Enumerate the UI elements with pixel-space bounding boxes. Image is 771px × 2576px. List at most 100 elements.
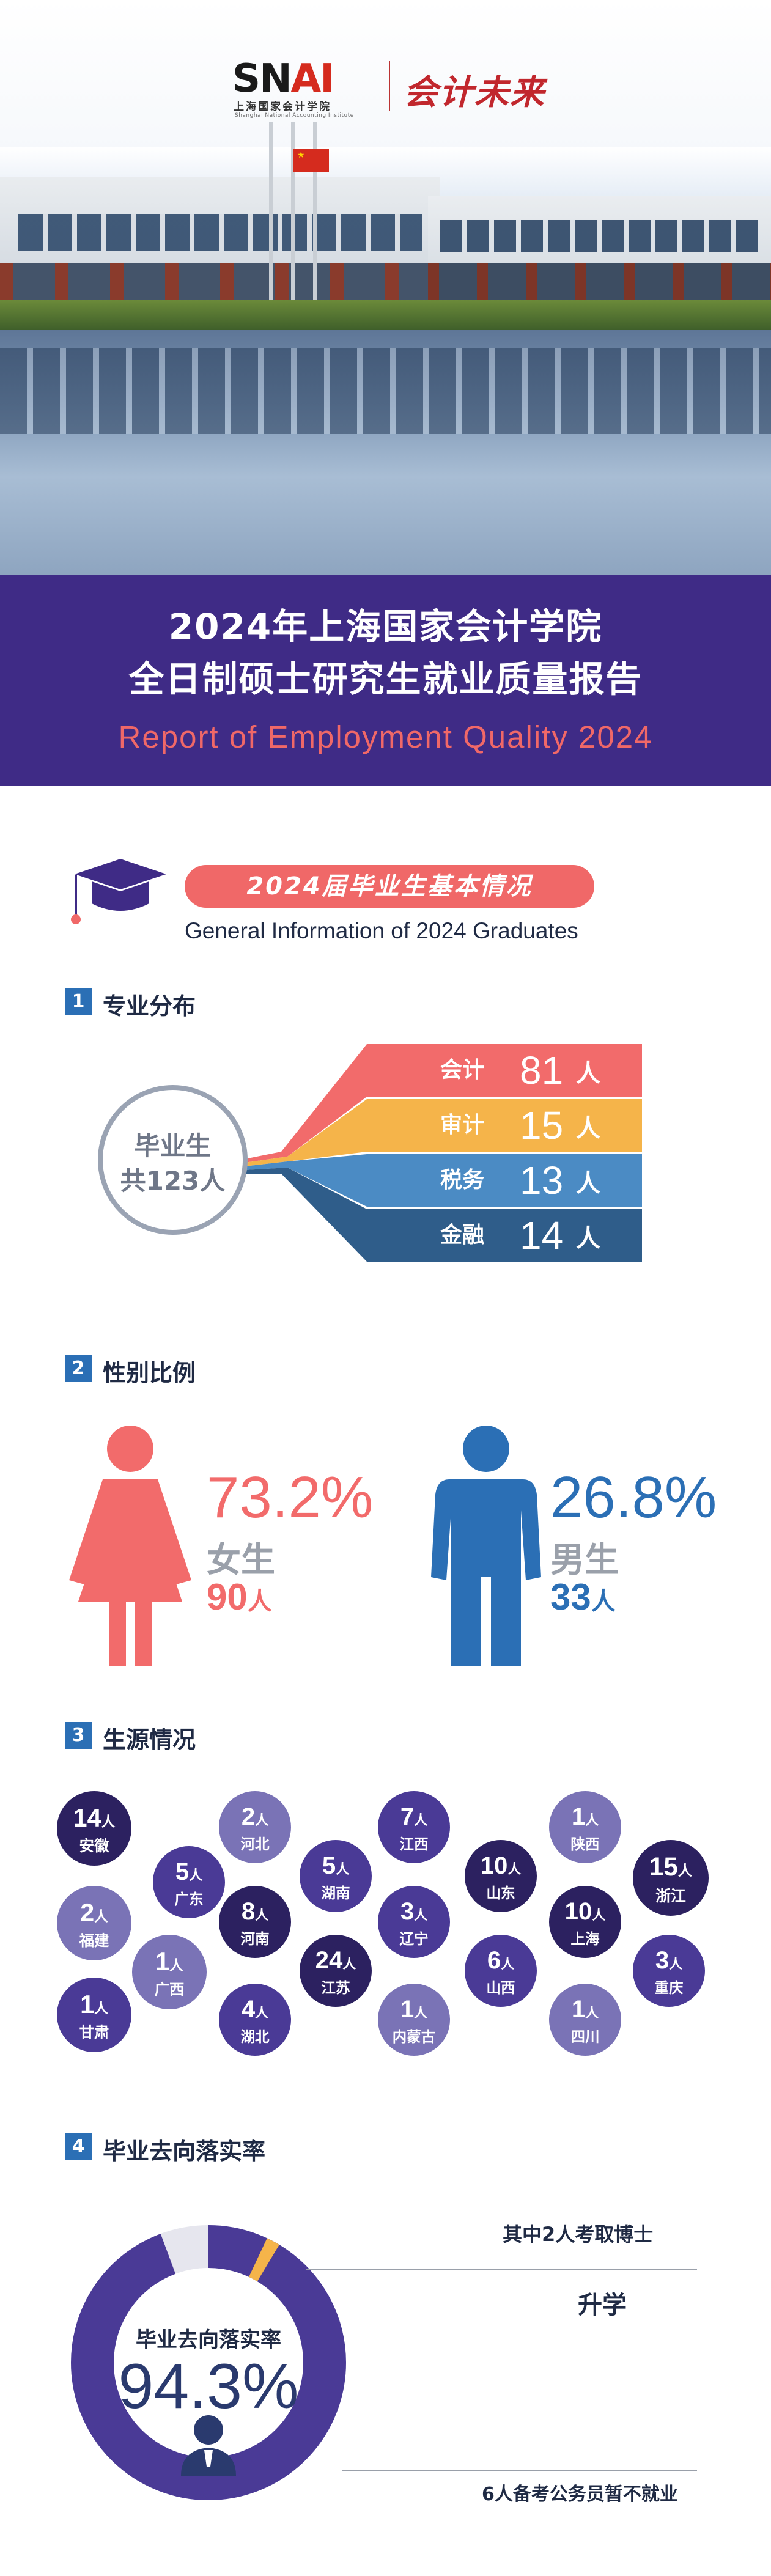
origin-bubble: 5人广东: [153, 1846, 225, 1918]
origin-bubble: 1人 四川: [549, 1984, 621, 2056]
gender-number-badge: 2: [65, 1355, 92, 1382]
report-title-line1: 2024年上海国家会计学院: [168, 606, 603, 647]
origin-count: 1人: [571, 1802, 599, 1830]
origin-province: 湖南: [321, 1885, 350, 1902]
origin-bubble: 4人 湖北: [219, 1984, 291, 2056]
gender-heading-label: 性别比例: [103, 1360, 196, 1386]
origin-bubble: 8人 河南: [219, 1886, 291, 1958]
origin-count: 10人: [564, 1897, 606, 1925]
origin-bubble: 2人福建: [57, 1886, 131, 1960]
origin-province: 安徽: [79, 1836, 109, 1855]
origin-count: 3人: [655, 1946, 683, 1974]
origin-province: 山东: [486, 1885, 515, 1902]
major-row-tax: 税务 13 人: [440, 1158, 600, 1202]
majors-ribbons: [245, 1044, 642, 1262]
female-figure-icon: [69, 1426, 191, 1666]
origin-bubble: 3人 重庆: [633, 1935, 705, 2007]
logo-slogan: 会计未来: [404, 72, 545, 112]
placement-heading-label: 毕业去向落实率: [103, 2138, 266, 2165]
origin-count: 2人: [80, 1897, 108, 1927]
origin-count: 5人: [175, 1857, 203, 1885]
major-row-accounting: 会计 81 人: [440, 1048, 600, 1092]
major-row-finance: 金融 14 人: [440, 1213, 600, 1257]
origin-bubble: 10人山东: [465, 1840, 537, 1912]
origin-province: 江苏: [321, 1979, 350, 1997]
origin-bubble: 7人江西: [378, 1791, 450, 1863]
origin-province: 陕西: [570, 1836, 600, 1853]
origin-bubble: 1人 广西: [132, 1935, 207, 2009]
logo-row: SNAI 上海国家会计学院 Shanghai National Accounti…: [0, 56, 771, 123]
origin-province: 内蒙古: [392, 2028, 436, 2046]
origin-count: 24人: [315, 1946, 356, 1974]
placement-ring: [71, 2225, 346, 2500]
section-title-en: General Information of 2024 Graduates: [185, 918, 578, 943]
annotation-civil-service: 6人备考公务员暂不就业: [482, 2484, 678, 2505]
origin-bubble: 2人河北: [219, 1791, 291, 1863]
section-title-pill: 2024届毕业生基本情况: [185, 865, 594, 908]
placement-center-label: 毕业去向落实率: [136, 2328, 281, 2352]
origin-number-badge: 3: [65, 1722, 92, 1749]
section-header: 2024届毕业生基本情况 General Information of 2024…: [0, 844, 771, 954]
logo-divider: [389, 61, 390, 111]
origin-bubble: 24人江苏: [300, 1935, 372, 2007]
report-title-line2: 全日制硕士研究生就业质量报告: [128, 658, 643, 700]
origin-bubble: 10人上海: [549, 1886, 621, 1958]
placement-number-badge: 4: [65, 2133, 92, 2160]
male-figure-icon: [431, 1426, 541, 1666]
gender-ratio: 73.2% 女生 90人 26.8% 男生 33人: [0, 1406, 771, 1687]
origin-province: 山西: [486, 1979, 515, 1997]
graduation-cap-icon: [71, 859, 166, 924]
origin-count: 6人: [487, 1946, 515, 1974]
majors-heading-label: 专业分布: [103, 993, 196, 1020]
origin-province: 四川: [570, 2028, 600, 2046]
origin-province: 广东: [174, 1891, 204, 1908]
origin-province: 上海: [570, 1930, 600, 1948]
female-count: 90人: [207, 1577, 272, 1617]
female-label: 女生: [207, 1540, 275, 1580]
origin-count: 14人: [73, 1803, 116, 1832]
origin-bubble: 1人陕西: [549, 1791, 621, 1863]
origin-bubble: 1人甘肃: [57, 1978, 131, 2052]
origin-count: 7人: [400, 1802, 428, 1830]
origin-bubble: 3人辽宁: [378, 1886, 450, 1958]
logo-institute-cn: 上海国家会计学院: [234, 101, 331, 113]
graduate-total-circle: 毕业生 共123人: [98, 1085, 248, 1235]
origin-province: 江西: [399, 1836, 429, 1853]
snai-logo: SNAI 上海国家会计学院 Shanghai National Accounti…: [232, 56, 354, 119]
origin-province: 辽宁: [399, 1930, 429, 1948]
origin-count: 15人: [649, 1852, 693, 1881]
campus-photo: [0, 122, 771, 575]
ribbon-audit: [245, 1099, 642, 1166]
origin-province: 湖北: [240, 2028, 270, 2046]
section-title-cn: 2024届毕业生基本情况: [246, 872, 533, 900]
placement-rate: 94.3%: [118, 2351, 299, 2422]
origin-province: 甘肃: [79, 2023, 109, 2041]
origin-count: 3人: [400, 1897, 428, 1925]
majors-number-badge: 1: [65, 988, 92, 1015]
origin-count: 1人: [155, 1946, 183, 1976]
origin-province: 河北: [240, 1836, 270, 1853]
origin-count: 8人: [241, 1897, 269, 1925]
origin-bubble: 14人安徽: [57, 1791, 131, 1866]
origin-province: 福建: [79, 1931, 109, 1949]
annotation-line-civil: [342, 2470, 697, 2471]
origin-count: 1人: [80, 1989, 108, 2018]
origin-count: 1人: [400, 1995, 428, 2023]
graduate-total: 共123人: [120, 1166, 226, 1196]
origin-count: 10人: [480, 1851, 522, 1879]
person-avatar-icon: [181, 2415, 236, 2476]
origin-count: 5人: [322, 1851, 350, 1879]
origin-bubble: 15人浙江: [633, 1840, 709, 1916]
male-count: 33人: [550, 1577, 616, 1617]
female-percentage: 73.2%: [207, 1465, 374, 1530]
ribbon-tax: [245, 1154, 642, 1207]
annotation-line-study: [306, 2269, 697, 2270]
ribbon-finance: [245, 1168, 642, 1262]
origin-count: 2人: [241, 1802, 269, 1830]
origin-province: 浙江: [655, 1886, 686, 1905]
male-percentage: 26.8%: [550, 1465, 717, 1530]
report-title-en: Report of Employment Quality 2024: [118, 719, 653, 754]
male-label: 男生: [550, 1540, 619, 1580]
flag-icon: [293, 149, 329, 172]
major-row-audit: 审计 15 人: [440, 1103, 600, 1147]
